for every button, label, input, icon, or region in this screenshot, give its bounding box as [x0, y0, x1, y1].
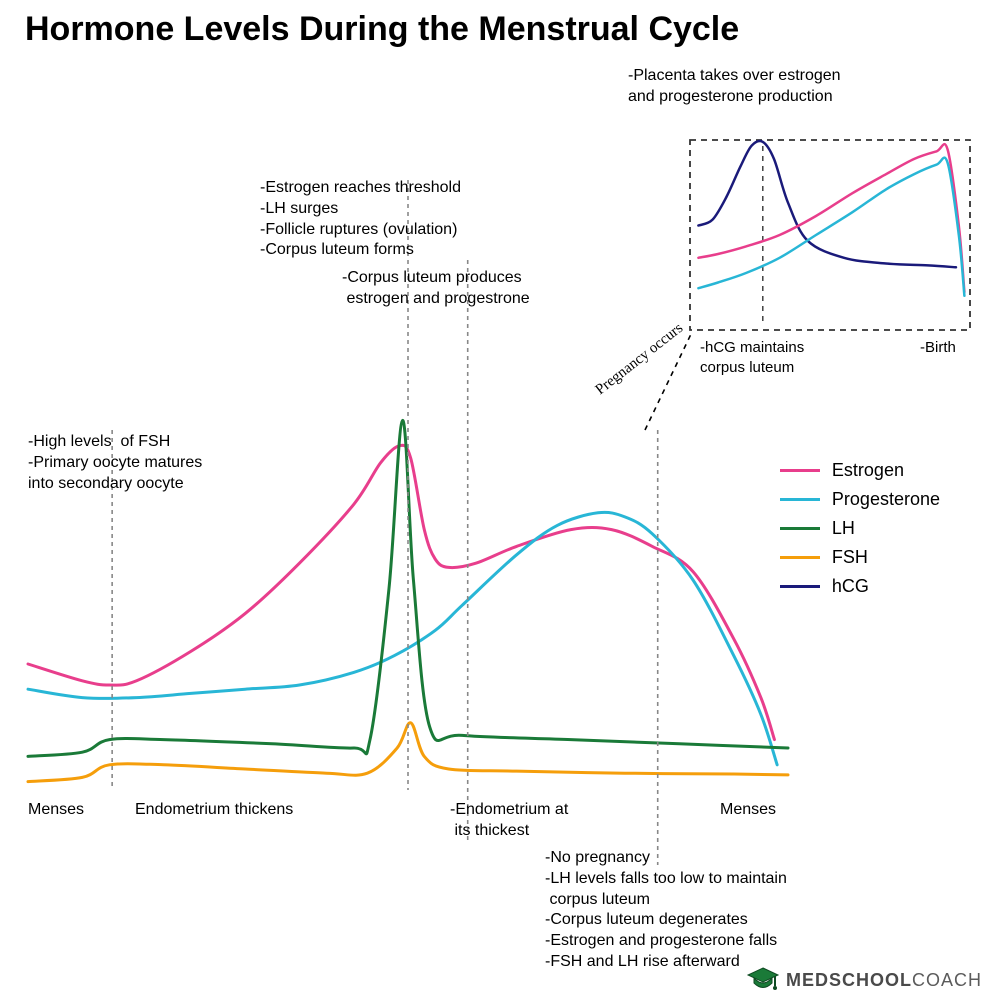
legend-item-estrogen: Estrogen: [780, 460, 940, 481]
legend-swatch: [780, 527, 820, 530]
no-pregnancy-note: -No pregnancy -LH levels falls too low t…: [545, 848, 787, 973]
legend-swatch: [780, 498, 820, 501]
legend-item-lh: LH: [780, 518, 940, 539]
fsh-note: -High levels of FSH -Primary oocyte matu…: [28, 432, 202, 494]
legend-label: Estrogen: [832, 460, 904, 481]
brand-light: COACH: [912, 970, 982, 991]
placenta-note: -Placenta takes over estrogen and proges…: [628, 66, 841, 108]
luteum-produces-note: -Corpus luteum produces estrogen and pro…: [342, 268, 530, 310]
brand-bold: MEDSCHOOL: [786, 970, 912, 991]
legend-label: FSH: [832, 547, 868, 568]
legend-label: hCG: [832, 576, 869, 597]
inset-series-estrogen: [698, 144, 964, 292]
legend-swatch: [780, 585, 820, 588]
inset-series-progesterone: [698, 158, 964, 296]
legend-swatch: [780, 556, 820, 559]
series-progesterone: [28, 512, 777, 764]
legend-swatch: [780, 469, 820, 472]
legend-label: LH: [832, 518, 855, 539]
hcg-maintains: -hCG maintains corpus luteum: [700, 338, 804, 377]
legend-label: Progesterone: [832, 489, 940, 510]
pregnancy-label: Pregnancy occurs: [593, 320, 687, 398]
legend-item-hcg: hCG: [780, 576, 940, 597]
menses-left: Menses: [28, 800, 84, 821]
ovulation-note: -Estrogen reaches threshold -LH surges -…: [260, 178, 461, 261]
legend-item-fsh: FSH: [780, 547, 940, 568]
endometrium-thickest: -Endometrium at its thickest: [450, 800, 568, 842]
endometrium-thickens: Endometrium thickens: [135, 800, 293, 821]
legend-item-progesterone: Progesterone: [780, 489, 940, 510]
menses-right: Menses: [720, 800, 776, 821]
legend: Estrogen Progesterone LH FSH hCG: [780, 460, 940, 605]
birth-label: -Birth: [920, 338, 956, 358]
